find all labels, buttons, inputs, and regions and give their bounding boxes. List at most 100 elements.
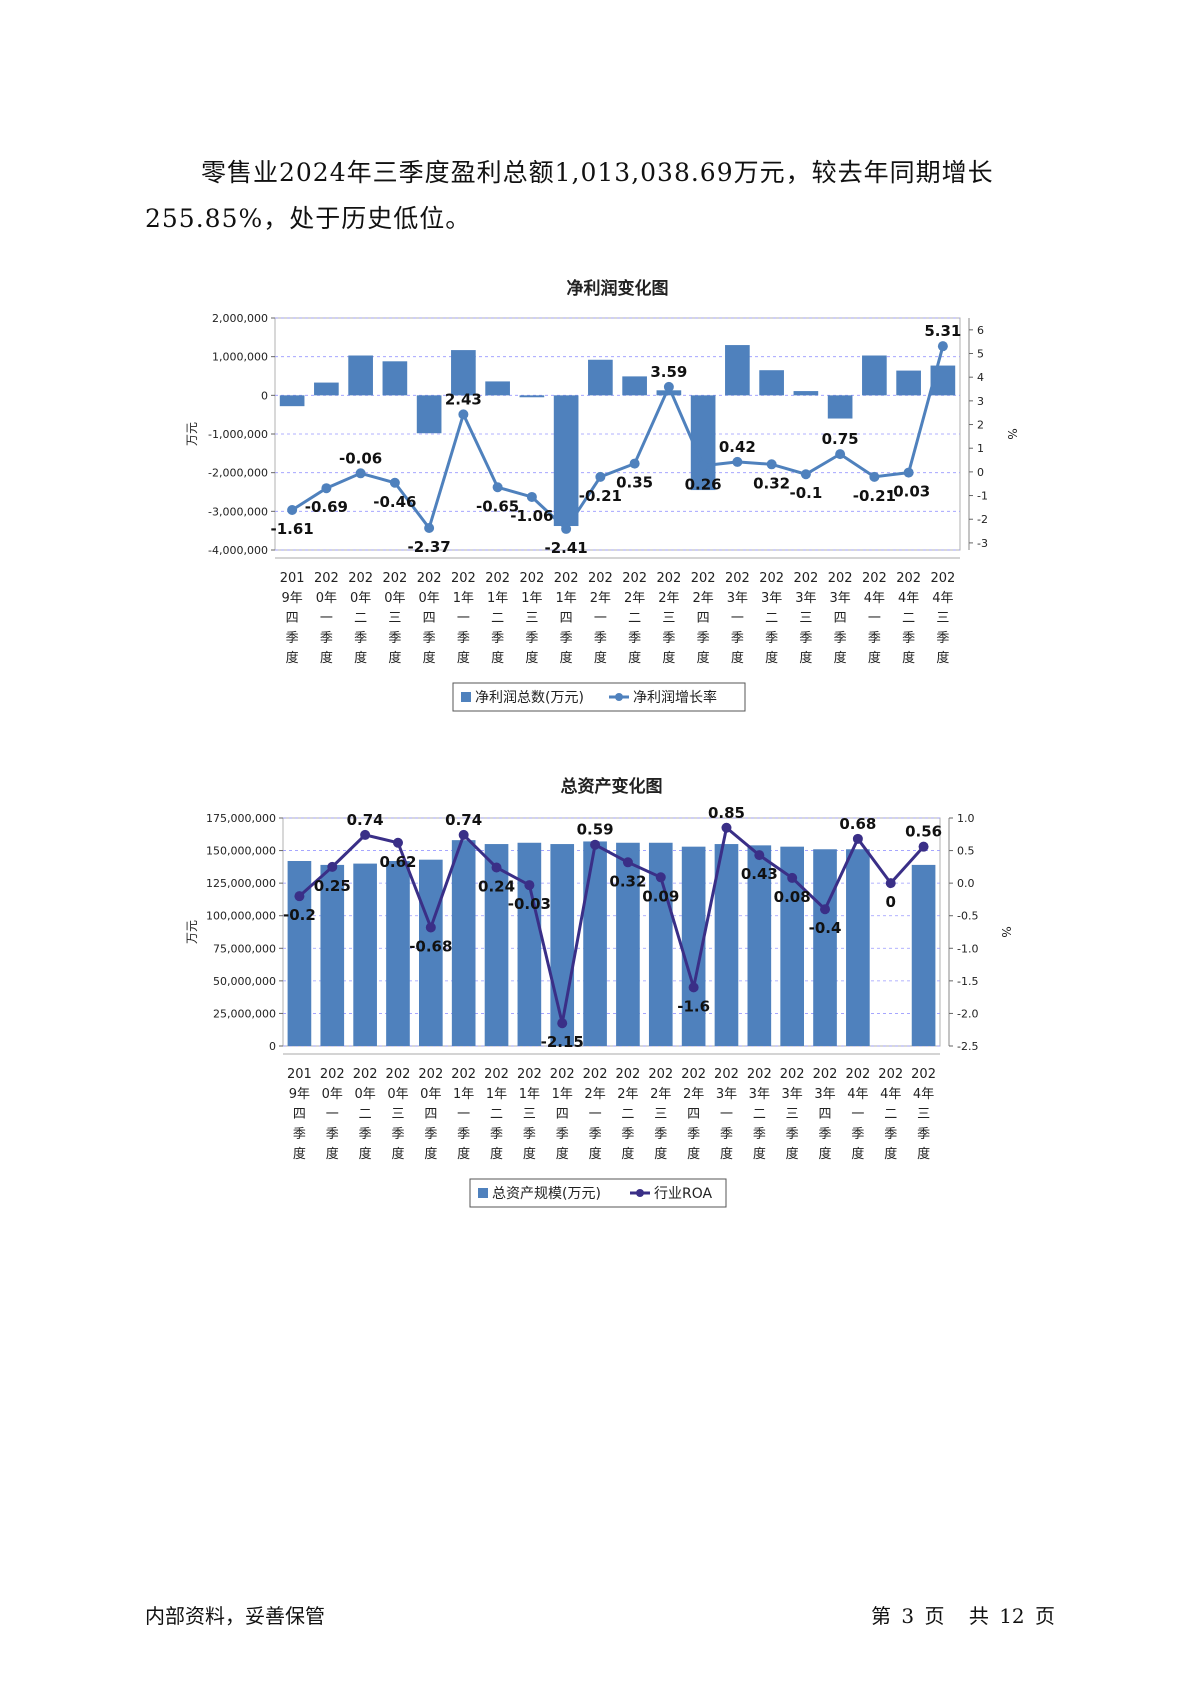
y-tick-label: -1,000,000	[208, 428, 268, 441]
line-point	[937, 341, 948, 352]
line-point	[800, 469, 811, 480]
bar	[896, 370, 921, 396]
x-tick-label: 202 2年二季度	[616, 1067, 641, 1162]
bar	[656, 390, 682, 396]
bar	[862, 355, 887, 396]
y-axis-title: 万元	[185, 920, 199, 944]
y2-tick-label: -0.5	[957, 910, 978, 923]
data-label: -1.61	[271, 520, 314, 538]
line-point	[360, 829, 371, 840]
line-point	[903, 467, 914, 478]
legend-bar-swatch	[478, 1188, 488, 1198]
legend-bar-swatch	[461, 692, 471, 702]
data-label: -1.06	[510, 507, 553, 525]
total-assets-chart: 总资产变化图 175,000,000 150,000,000 125,000,000 1…	[185, 776, 1013, 1208]
y-tick-label: 75,000,000	[213, 942, 276, 955]
x-tick-label: 202 4年一季度	[845, 1067, 870, 1162]
bar	[813, 849, 837, 1046]
x-tick-label: 202 4年二季度	[896, 571, 921, 666]
x-tick-label: 202 3年一季度	[725, 571, 750, 666]
bar	[314, 382, 339, 396]
data-label: 0.74	[347, 811, 384, 829]
x-tick-label: 202 0年四季度	[417, 571, 442, 666]
data-label: 0.35	[616, 474, 653, 492]
data-label: 0.68	[839, 815, 876, 833]
y2-axis-title: %	[1005, 428, 1019, 439]
line-point	[766, 459, 777, 470]
line-point	[595, 471, 606, 482]
legend-bar-label: 净利润总数(万元)	[475, 690, 584, 706]
x-tick-label: 202 2年四季度	[691, 571, 716, 666]
bar	[287, 860, 312, 1046]
line-point	[321, 483, 332, 494]
x-tick-label: 202 4年一季度	[862, 571, 887, 666]
line-point	[557, 1018, 568, 1029]
y2-axis-title: %	[999, 926, 1013, 937]
line-point	[663, 381, 674, 392]
line-point	[754, 850, 765, 861]
line-point	[622, 857, 633, 868]
y2-tick-label: 0.0	[957, 877, 975, 890]
bar	[416, 395, 442, 434]
y-tick-label: 25,000,000	[213, 1007, 276, 1020]
x-tick-label: 202 1年二季度	[484, 1067, 509, 1162]
data-label: -0.1	[789, 484, 822, 502]
data-label: 5.31	[924, 322, 961, 340]
net-profit-chart: 净利润变化图 2,000,000 1,000,000 0 -1,000,000 -2,00…	[185, 278, 1019, 712]
bar	[681, 846, 706, 1046]
bar	[622, 376, 647, 396]
data-label: 0.43	[741, 865, 778, 883]
line-point	[835, 449, 846, 460]
x-tick-label: 202 1年四季度	[550, 1067, 575, 1162]
data-label: 0.59	[577, 821, 614, 839]
x-tick-label: 202 0年四季度	[418, 1067, 443, 1162]
line-point	[458, 409, 469, 420]
y-tick-label: 125,000,000	[206, 877, 276, 890]
data-label: 0.75	[822, 430, 859, 448]
line-point	[852, 833, 863, 844]
line-point	[327, 861, 338, 872]
data-label: 0.32	[609, 872, 646, 890]
data-label: -0.03	[508, 895, 551, 913]
footer-page-prefix: 第	[871, 1604, 892, 1628]
footer-total-num: 12	[999, 1604, 1025, 1628]
x-tick-label: 202 0年二季度	[348, 571, 373, 666]
data-label: 2.43	[445, 390, 482, 408]
line-point	[820, 904, 831, 915]
x-tick-label: 202 3年四季度	[813, 1067, 838, 1162]
x-tick-label: 201 9年四季度	[280, 571, 305, 666]
x-tick-label: 202 2年一季度	[588, 571, 613, 666]
data-label: 0.08	[774, 888, 811, 906]
x-tick-label: 202 4年二季度	[878, 1067, 903, 1162]
data-label: -0.65	[476, 497, 519, 515]
line-point	[655, 872, 666, 883]
y2-tick-label: 1.0	[957, 812, 975, 825]
x-tick-label: 202 3年一季度	[714, 1067, 739, 1162]
data-label: 0.32	[753, 474, 790, 492]
bar	[451, 350, 476, 396]
bar	[484, 844, 509, 1046]
summary-paragraph: 零售业2024年三季度盈利总额1,013,038.69万元，较去年同期增长255…	[145, 158, 994, 233]
bar	[519, 395, 545, 398]
legend-box	[469, 1178, 727, 1208]
y2-tick-label: 6	[977, 324, 984, 337]
y2-tick-label: 1	[977, 442, 984, 455]
y2-tick-label: -3	[977, 537, 988, 550]
line-point	[355, 468, 366, 479]
bar	[386, 860, 410, 1046]
x-tick-label: 201 9年四季度	[287, 1067, 312, 1162]
x-tick-label: 202 2年三季度	[656, 571, 681, 666]
data-label: -0.21	[579, 487, 622, 505]
x-tick-label: 202 1年一季度	[451, 1067, 476, 1162]
bar	[485, 381, 510, 396]
legend-line-label: 行业ROA	[654, 1186, 713, 1202]
data-label: -0.2	[283, 906, 316, 924]
y2-tick-label: -1.0	[957, 942, 978, 955]
x-tick-label: 202 2年一季度	[583, 1067, 608, 1162]
data-label: 0.74	[445, 811, 482, 829]
y2-tick-label: 3	[977, 395, 984, 408]
data-label: -0.69	[305, 498, 348, 516]
line-point	[424, 522, 435, 533]
x-tick-label: 202 0年三季度	[386, 1067, 411, 1162]
y-tick-label: 2,000,000	[212, 312, 268, 325]
